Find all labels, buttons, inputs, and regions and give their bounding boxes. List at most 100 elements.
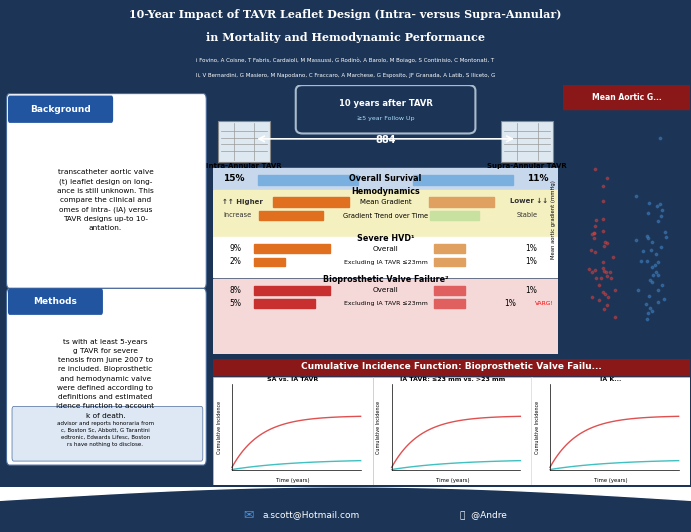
Text: Methods: Methods	[33, 297, 77, 306]
Point	[586, 293, 597, 302]
Text: a.scott@Hotmail.com: a.scott@Hotmail.com	[263, 510, 359, 519]
Point	[630, 192, 641, 200]
Point	[641, 231, 652, 240]
Bar	[434, 299, 465, 308]
Point	[602, 239, 613, 247]
Text: ↑↑ Higher: ↑↑ Higher	[222, 198, 263, 204]
Text: VARG!: VARG!	[535, 301, 554, 306]
Point	[598, 182, 609, 190]
Point	[631, 236, 642, 245]
Point	[602, 173, 613, 182]
Bar	[258, 175, 358, 185]
Point	[598, 288, 609, 297]
Point	[588, 229, 599, 237]
Point	[595, 273, 606, 282]
Text: Overall: Overall	[372, 246, 399, 252]
Bar	[273, 197, 350, 206]
Point	[646, 238, 657, 246]
Bar	[430, 211, 479, 220]
Point	[644, 199, 655, 207]
Point	[605, 273, 616, 282]
Bar	[434, 257, 465, 267]
Point	[658, 295, 669, 303]
FancyBboxPatch shape	[218, 121, 269, 162]
Bar	[254, 244, 330, 253]
Point	[643, 209, 654, 217]
Text: 8%: 8%	[229, 286, 241, 295]
Point	[589, 247, 600, 256]
Point	[598, 242, 609, 250]
Point	[632, 286, 643, 295]
FancyBboxPatch shape	[6, 288, 207, 465]
Text: Mean Aortic G...: Mean Aortic G...	[591, 93, 661, 102]
Point	[644, 276, 655, 285]
Point	[603, 293, 614, 302]
Text: ts with at least 5-years
g TAVR for severe
tenosis from June 2007 to
re included: ts with at least 5-years g TAVR for seve…	[56, 339, 155, 419]
Bar	[213, 237, 558, 277]
Bar	[254, 299, 315, 308]
Point	[598, 305, 609, 313]
Point	[656, 212, 667, 220]
FancyBboxPatch shape	[372, 377, 532, 485]
Text: Stable: Stable	[517, 212, 538, 218]
Point	[644, 292, 655, 301]
Point	[589, 221, 600, 230]
Point	[647, 270, 659, 279]
Point	[651, 268, 662, 277]
Point	[586, 230, 597, 238]
Point	[656, 281, 668, 289]
Point	[643, 309, 654, 318]
Text: advisor and reports honoraria from
c, Boston Sc, Abbott, G Tarantini
edtronic, E: advisor and reports honoraria from c, Bo…	[57, 421, 154, 447]
Point	[589, 228, 600, 237]
Point	[643, 234, 654, 243]
Text: 9%: 9%	[229, 244, 241, 253]
Point	[598, 227, 609, 235]
Text: 🐦  @Andre: 🐦 @Andre	[460, 510, 507, 519]
Point	[609, 286, 621, 294]
Text: Excluding IA TAVR ≤23mm: Excluding IA TAVR ≤23mm	[343, 260, 428, 264]
Text: IA K...: IA K...	[600, 377, 621, 382]
Point	[610, 313, 621, 321]
Point	[641, 314, 652, 323]
Point	[587, 268, 598, 277]
Text: 1%: 1%	[524, 286, 537, 295]
Point	[600, 289, 611, 298]
Text: Cumulative Incidence: Cumulative Incidence	[377, 401, 381, 453]
Text: Intra-Annular TAVR: Intra-Annular TAVR	[206, 163, 282, 169]
Point	[655, 243, 666, 252]
Point	[594, 295, 605, 304]
Text: transcatheter aortic valve
(t) leaflet design on long-
ance is still unknown. Th: transcatheter aortic valve (t) leaflet d…	[57, 169, 154, 231]
Point	[597, 215, 608, 223]
Bar	[213, 279, 558, 354]
Text: Time (years): Time (years)	[276, 478, 310, 483]
Point	[655, 134, 666, 142]
Text: ≥5 year Follow Up: ≥5 year Follow Up	[357, 115, 415, 121]
Point	[589, 164, 600, 173]
Point	[654, 200, 665, 208]
Text: Overall: Overall	[372, 287, 399, 293]
Text: in Mortality and Hemodynamic Performance: in Mortality and Hemodynamic Performance	[206, 31, 485, 43]
FancyBboxPatch shape	[531, 377, 690, 485]
Point	[647, 278, 658, 286]
Bar	[260, 211, 323, 220]
FancyBboxPatch shape	[502, 121, 553, 162]
Point	[652, 258, 663, 267]
Point	[635, 257, 646, 265]
Text: Excluding IA TAVR ≤23mm: Excluding IA TAVR ≤23mm	[343, 301, 428, 306]
Text: Cumulative Incidence: Cumulative Incidence	[216, 401, 222, 453]
Point	[597, 263, 608, 272]
Text: Mean aortic gradient (mmHg): Mean aortic gradient (mmHg)	[551, 180, 556, 259]
FancyBboxPatch shape	[8, 96, 113, 123]
Text: Cumulative Incidence: Cumulative Incidence	[535, 401, 540, 453]
Point	[646, 246, 657, 255]
Text: Bioprosthetic Valve Failure²: Bioprosthetic Valve Failure²	[323, 276, 448, 285]
Text: Gradient Trend over Time: Gradient Trend over Time	[343, 213, 428, 219]
FancyBboxPatch shape	[8, 288, 103, 315]
Bar	[213, 359, 690, 375]
Text: Severe HVD¹: Severe HVD¹	[357, 234, 415, 243]
Point	[660, 228, 671, 236]
Point	[590, 265, 601, 274]
Point	[644, 304, 655, 313]
Point	[589, 234, 600, 242]
Point	[650, 250, 661, 258]
